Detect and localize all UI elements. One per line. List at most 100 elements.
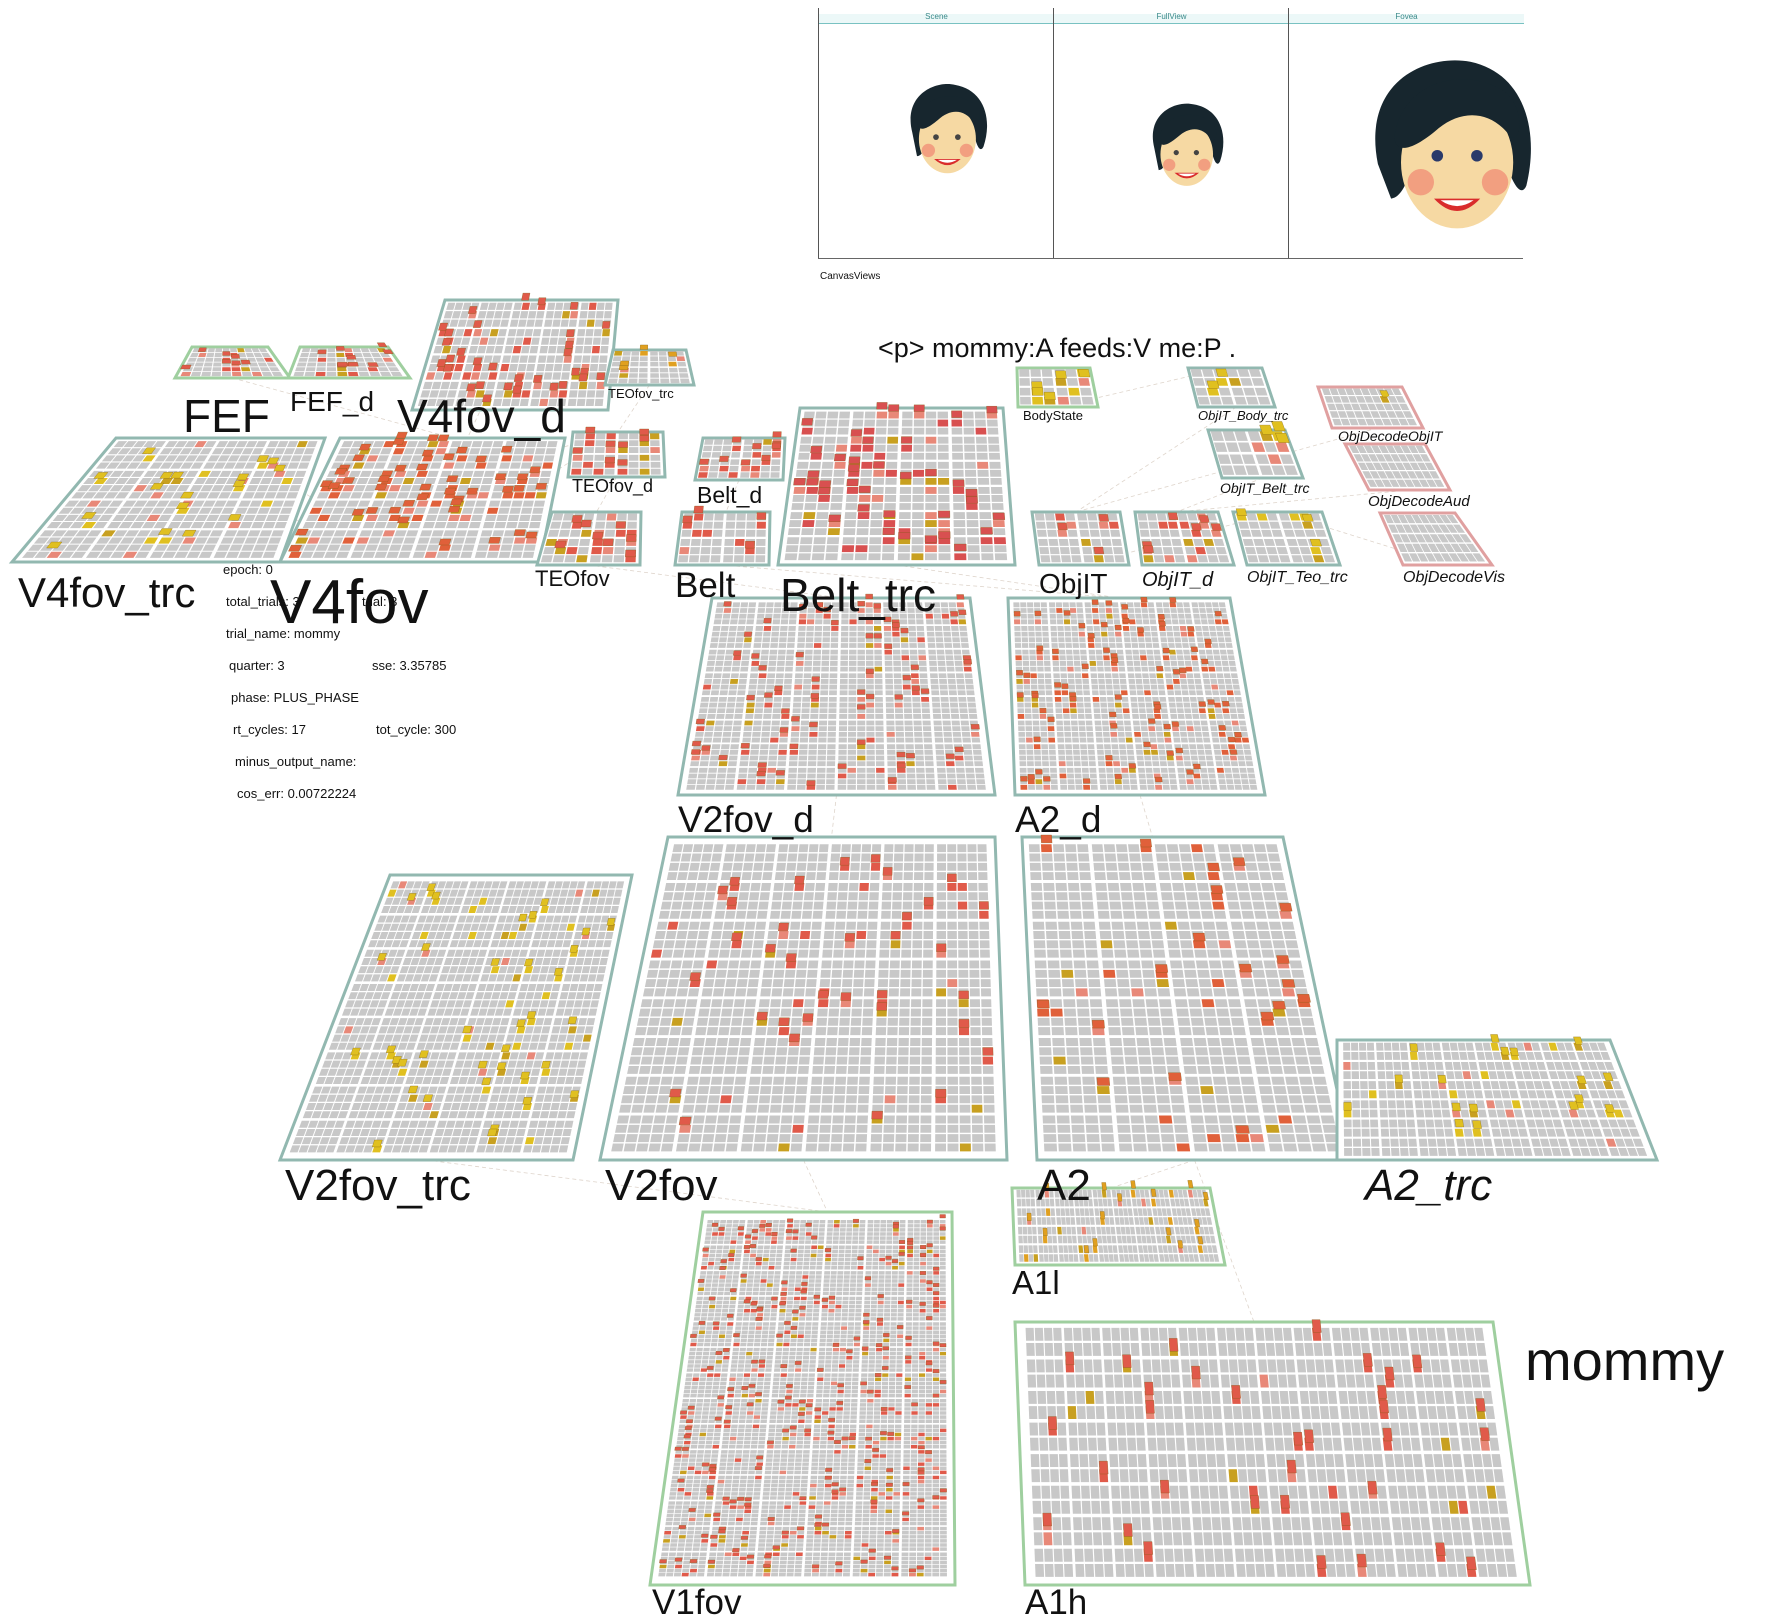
unit [303, 448, 315, 455]
layer-panel-ObjDecodeAud[interactable] [1342, 442, 1453, 492]
fovea-panel[interactable]: Fovea [1288, 8, 1524, 258]
active-unit-bar [416, 463, 429, 471]
unit [1216, 673, 1224, 679]
layer-panel-ObjIT[interactable] [1030, 510, 1131, 567]
unit [1080, 755, 1088, 761]
layer-panel-BodyState[interactable] [1015, 366, 1100, 409]
layer-panel-ObjIT_Belt_trc[interactable] [1206, 421, 1306, 480]
active-unit-bar [520, 1071, 530, 1080]
unit [748, 684, 757, 690]
unit [716, 779, 726, 785]
active-unit [1164, 737, 1172, 743]
active-unit [584, 440, 595, 447]
unit [492, 398, 503, 407]
layer-panel-V4fov[interactable] [277, 431, 567, 564]
unit [828, 720, 837, 726]
layer-panel-ObjDecodeVis[interactable] [1377, 511, 1495, 567]
unit [707, 713, 716, 719]
unit [754, 708, 764, 714]
unit [1208, 626, 1216, 631]
layer-panel-V2fov_trc[interactable] [277, 873, 634, 1162]
layer-panel-ObjIT_Teo_trc[interactable] [1231, 508, 1343, 567]
unit [1035, 521, 1046, 529]
unit [946, 773, 956, 779]
layer-panel-V4fov_trc[interactable] [8, 436, 328, 564]
active-unit-bar [374, 483, 388, 491]
active-unit [260, 500, 274, 507]
layer-panel-Belt_trc[interactable] [776, 402, 1017, 567]
layer-panel-V2fov_d[interactable] [676, 593, 997, 797]
unit [1212, 649, 1220, 655]
unit [1113, 690, 1121, 696]
unit [431, 381, 442, 390]
unit [1145, 643, 1153, 648]
fullview-panel[interactable]: FullView [1053, 8, 1289, 258]
unit [1022, 666, 1030, 672]
unit [1202, 784, 1210, 790]
layer-panel-A2_d[interactable] [1006, 596, 1267, 797]
unit [519, 355, 529, 363]
unit [1133, 602, 1141, 608]
layer-panel-Belt_d[interactable] [693, 431, 787, 482]
layer-panel-TEOfov_d[interactable] [566, 426, 667, 479]
unit [972, 749, 982, 755]
unit [827, 749, 836, 755]
active-unit [640, 351, 648, 356]
unit [802, 684, 811, 690]
layer-panel-ObjDecodeObjIT[interactable] [1315, 385, 1426, 430]
unit [510, 551, 523, 558]
unit [174, 551, 189, 558]
unit [123, 441, 137, 448]
unit [51, 530, 67, 537]
unit [115, 477, 129, 485]
unit [495, 302, 505, 310]
unit [1147, 602, 1155, 608]
layer-panel-FEF_d[interactable] [285, 342, 413, 380]
unit [819, 708, 828, 714]
unit [1134, 673, 1142, 679]
unit [1072, 737, 1080, 743]
scene-panel[interactable]: Scene [818, 8, 1054, 258]
unit [1204, 749, 1213, 755]
active-unit [1020, 784, 1028, 790]
active-unit [158, 537, 173, 544]
unit [848, 720, 857, 726]
unit [756, 690, 765, 696]
unit [166, 500, 181, 507]
unit [894, 708, 903, 714]
unit [949, 696, 958, 702]
active-unit [810, 702, 819, 708]
unit [886, 713, 895, 719]
layer-panel-Belt[interactable] [673, 505, 772, 567]
unit [1230, 761, 1239, 767]
unit [336, 357, 346, 362]
unit [1077, 513, 1088, 521]
unit [712, 529, 723, 537]
unit [1076, 608, 1084, 613]
unit [1077, 708, 1085, 714]
unit [840, 673, 848, 679]
unit [519, 398, 529, 407]
layer-panel-TEOfov_trc[interactable] [603, 344, 696, 387]
layer-panel-V4fov_d[interactable] [409, 292, 620, 412]
unit [333, 530, 347, 537]
layer-panel-TEOfov[interactable] [535, 510, 643, 567]
active-unit-bar [596, 372, 606, 380]
layer-panel-ObjIT_Body_trc[interactable] [1186, 366, 1278, 409]
active-unit-bar [1114, 624, 1122, 630]
unit [1027, 602, 1034, 608]
unit [190, 522, 205, 529]
unit [1092, 613, 1099, 619]
unit [1059, 661, 1067, 666]
layer-panel-ObjIT_d[interactable] [1133, 510, 1237, 567]
unit [1028, 626, 1035, 631]
layer-panel-FEF[interactable] [172, 345, 293, 380]
unit [373, 357, 384, 362]
unit [1141, 731, 1149, 737]
active-unit-bar [1186, 769, 1194, 775]
unit [723, 547, 734, 555]
unit [425, 514, 438, 521]
unit [847, 779, 856, 785]
active-unit [883, 520, 896, 527]
